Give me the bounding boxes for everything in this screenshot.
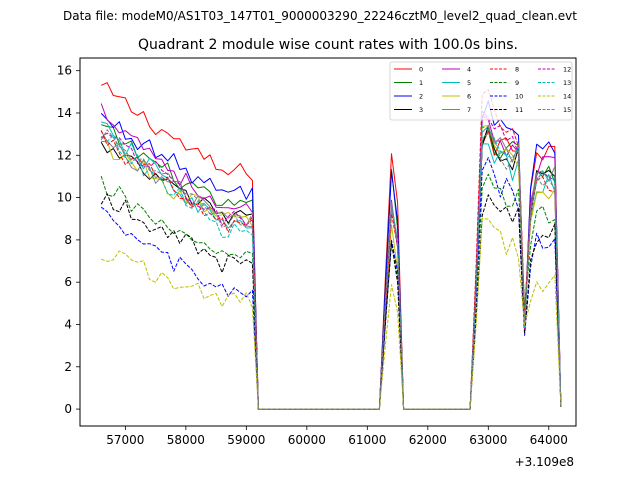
x-tick-label: 61000 [348,433,386,447]
legend-label-0: 0 [419,66,423,74]
y-tick-label: 12 [57,148,72,162]
y-axis: 0 2 4 6 8 10 12 14 16 [57,64,80,416]
y-tick-label: 16 [57,64,72,78]
legend-label-5: 5 [467,79,471,87]
legend-label-15: 15 [563,106,571,114]
legend-label-6: 6 [467,93,471,101]
legend-label-9: 9 [515,79,519,87]
legend-label-4: 4 [467,66,471,74]
y-tick-label: 8 [64,233,72,247]
legend-label-3: 3 [419,106,423,114]
x-tick-label: 57000 [106,433,144,447]
y-tick-label: 14 [57,106,72,120]
legend-label-2: 2 [419,93,423,101]
legend-label-14: 14 [563,93,571,101]
x-tick-label: 59000 [227,433,265,447]
x-tick-label: 63000 [469,433,507,447]
x-offset-label: +3.109e8 [515,455,574,469]
x-tick-label: 58000 [167,433,205,447]
y-tick-label: 6 [64,275,72,289]
legend-label-10: 10 [515,93,523,101]
legend-label-7: 7 [467,106,471,114]
chart-title: Quadrant 2 module wise count rates with … [138,37,518,53]
plot-area: 57000 58000 59000 60000 61000 62000 63000 64000… [57,57,577,469]
x-tick-label: 62000 [409,433,447,447]
y-tick-label: 2 [64,360,72,374]
series-line-15 [100,129,562,410]
y-tick-label: 0 [64,402,72,416]
series-group [100,82,562,410]
series-line-13 [101,126,562,410]
x-axis: 57000 58000 59000 60000 61000 62000 63000 64000 [106,426,568,447]
suptitle: Data file: modeM0/AS1T03_147T01_90000032… [63,9,577,23]
y-tick-label: 4 [64,317,72,331]
legend-label-8: 8 [515,66,519,74]
legend-label-1: 1 [419,79,423,87]
y-tick-label: 10 [57,191,72,205]
x-tick-label: 60000 [288,433,326,447]
legend-label-12: 12 [563,66,571,74]
x-tick-label: 64000 [530,433,568,447]
axes-frame [79,57,577,427]
series-line-11 [100,193,562,410]
legend-label-11: 11 [515,106,523,114]
legend-frame [389,61,573,121]
legend-label-13: 13 [563,79,571,87]
